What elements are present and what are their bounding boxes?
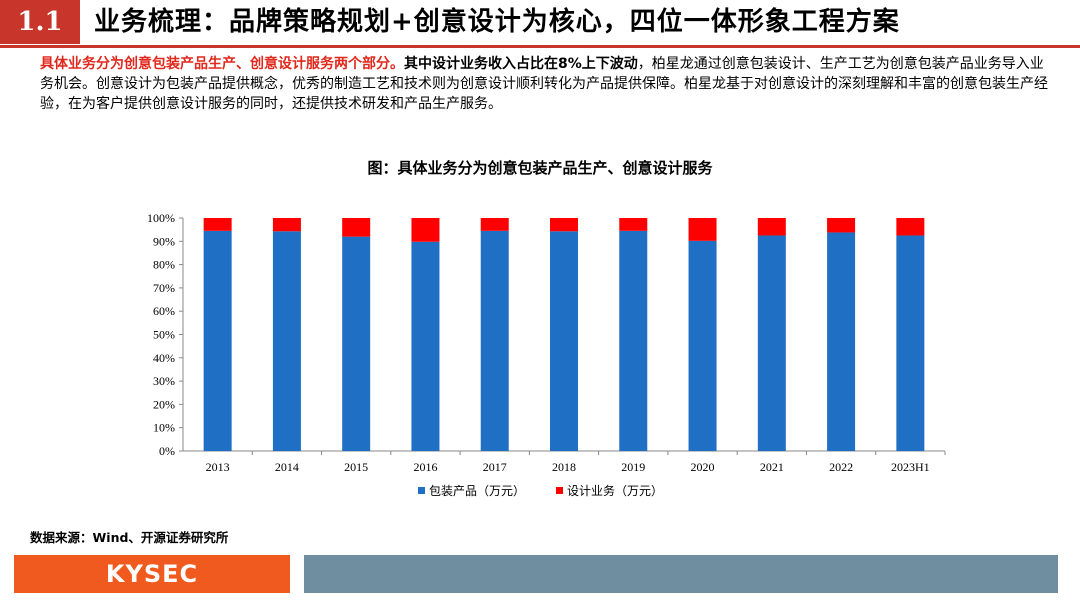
bar-design-2013 <box>203 218 232 231</box>
bar-packaging-2022 <box>827 232 856 451</box>
x-tick-label: 2023H1 <box>891 460 930 474</box>
bar-packaging-2013 <box>203 230 232 451</box>
intro-paragraph: 具体业务分为创意包装产品生产、创意设计服务两个部分。其中设计业务收入占比在8%上… <box>40 54 1050 114</box>
section-number: 1.1 <box>0 0 80 44</box>
bar-design-2020 <box>688 218 717 241</box>
intro-highlight: 具体业务分为创意包装产品生产、创意设计服务两个部分。 <box>40 56 404 72</box>
bar-design-2017 <box>480 218 509 231</box>
bar-packaging-2018 <box>550 231 578 451</box>
y-tick-label: 10% <box>153 421 175 435</box>
x-tick-label: 2018 <box>552 460 576 474</box>
bar-packaging-2014 <box>272 231 301 451</box>
legend-label-design: 设计业务（万元） <box>567 483 663 498</box>
bar-packaging-2017 <box>480 230 509 451</box>
x-tick-label: 2017 <box>483 460 507 474</box>
x-tick-label: 2020 <box>691 460 715 474</box>
bar-packaging-2015 <box>342 236 371 451</box>
x-tick-label: 2019 <box>621 460 645 474</box>
y-tick-label: 50% <box>153 328 175 342</box>
legend-swatch-packaging <box>418 487 425 494</box>
footer-bar <box>304 555 1058 593</box>
bar-packaging-2019 <box>619 230 648 451</box>
bar-design-2021 <box>757 218 786 236</box>
bar-design-2023H1 <box>896 218 925 236</box>
bar-packaging-2016 <box>411 241 440 451</box>
bar-design-2014 <box>272 218 301 232</box>
x-tick-label: 2016 <box>413 460 437 474</box>
data-source: 数据来源：Wind、开源证券研究所 <box>30 530 229 545</box>
x-tick-label: 2015 <box>344 460 368 474</box>
legend-swatch-design <box>556 487 563 494</box>
y-tick-label: 80% <box>153 258 175 272</box>
y-tick-label: 70% <box>153 281 175 295</box>
kysec-logo: KYSEC <box>14 555 290 593</box>
y-tick-label: 40% <box>153 351 175 365</box>
x-tick-label: 2021 <box>760 460 784 474</box>
header: 1.1 业务梳理：品牌策略规划+创意设计为核心，四位一体形象工程方案 <box>0 0 1080 44</box>
bar-design-2019 <box>619 218 648 231</box>
y-tick-label: 0% <box>159 444 175 458</box>
header-rule <box>0 45 1080 48</box>
x-tick-label: 2022 <box>829 460 853 474</box>
x-tick-label: 2014 <box>275 460 299 474</box>
bar-design-2022 <box>827 218 856 233</box>
bar-packaging-2023H1 <box>896 235 925 451</box>
chart-title: 图：具体业务分为创意包装产品生产、创意设计服务 <box>367 159 713 177</box>
bar-design-2016 <box>411 218 440 242</box>
bar-packaging-2020 <box>688 240 717 451</box>
intro-rest: ，柏星龙通过创意包装设计、生产工艺为创意包装产品业务导入业务机会。创意设计为包装… <box>40 56 1048 112</box>
x-tick-label: 2013 <box>206 460 230 474</box>
y-tick-label: 90% <box>153 234 175 248</box>
legend-label-packaging: 包装产品（万元） <box>429 484 525 498</box>
section-title: 业务梳理：品牌策略规划+创意设计为核心，四位一体形象工程方案 <box>94 7 900 37</box>
y-tick-label: 30% <box>153 374 175 388</box>
bar-design-2018 <box>550 218 578 232</box>
intro-bold: 其中设计业务收入占比在8%上下波动 <box>404 56 638 72</box>
bar-design-2015 <box>342 218 371 237</box>
bar-packaging-2021 <box>757 235 786 451</box>
y-tick-label: 100% <box>147 211 175 225</box>
y-tick-label: 20% <box>153 397 175 411</box>
y-tick-label: 60% <box>153 304 175 318</box>
